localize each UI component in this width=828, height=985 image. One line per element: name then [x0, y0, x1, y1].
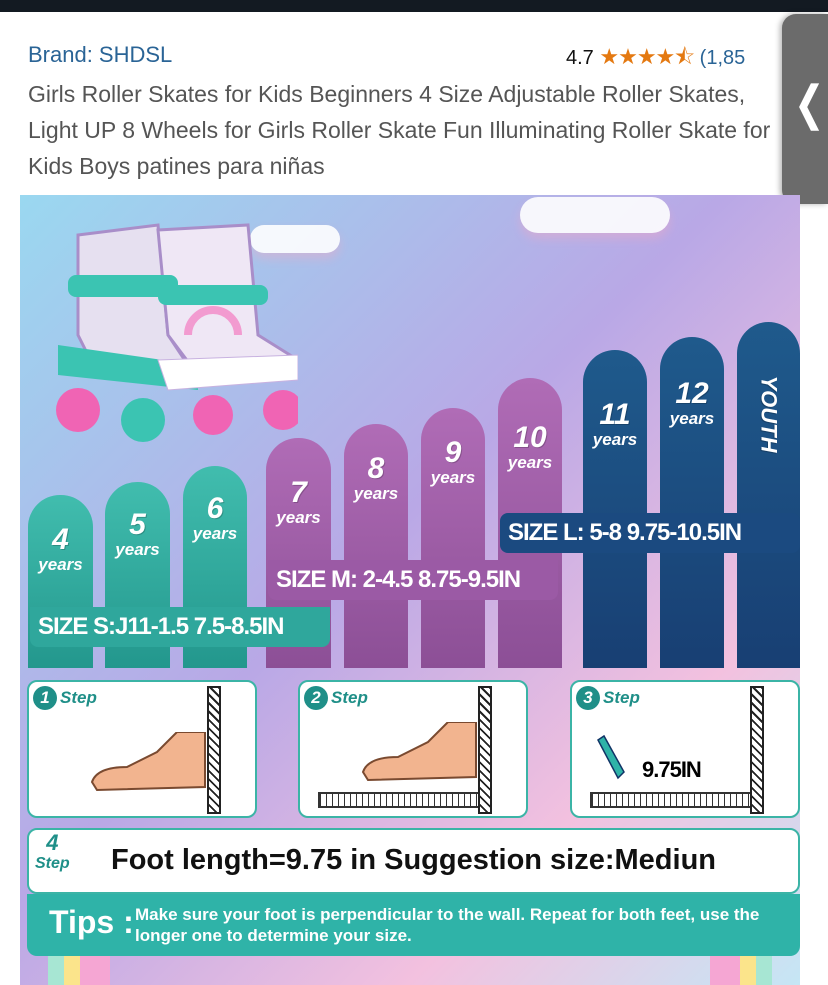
product-image[interactable]: 4 years 5 years 6 years 7 years 8 years 9 year…: [20, 195, 800, 985]
step-text: Step: [60, 688, 97, 707]
step-number: 2: [304, 686, 328, 710]
cloud-decoration: [250, 225, 340, 253]
side-panel-tab[interactable]: ❬: [782, 14, 828, 204]
status-bar: [0, 0, 828, 12]
product-title: Girls Roller Skates for Kids Beginners 4…: [28, 81, 771, 179]
step-4-panel: 4 Step Foot length=9.75 in Suggestion siz…: [27, 828, 800, 894]
step-number: 1: [33, 686, 57, 710]
step-2-panel: 2 Step: [298, 680, 528, 818]
rating-count[interactable]: (1,85: [699, 47, 746, 69]
age-bar-11: 11 years: [583, 350, 647, 668]
tips-panel: Tips : Make sure your foot is perpendicu…: [27, 894, 800, 956]
step-4-label: 4 Step: [35, 832, 70, 873]
age-bar-12: 12 years: [660, 337, 724, 668]
star-rating-icon: ★★★★⯪: [599, 44, 695, 69]
size-s-label: SIZE S:J11-1.5 7.5-8.5IN: [30, 607, 330, 647]
age-bar-9: 9 years: [421, 408, 485, 668]
step-3-label: 3 Step: [576, 686, 640, 710]
step-text: Step: [331, 688, 368, 707]
step-number: 3: [576, 686, 600, 710]
ruler-icon: [590, 792, 762, 808]
chevron-left-icon: ❬: [790, 77, 828, 129]
wall-icon: [478, 686, 492, 814]
cloud-decoration: [520, 197, 670, 233]
tips-text: Make sure your foot is perpendicular to …: [135, 905, 760, 945]
roller-skate-image: [56, 223, 298, 442]
age-bar-youth: YOUTH: [737, 322, 800, 668]
measurement-value: 9.75IN: [642, 757, 702, 782]
age-bar-8: 8 years: [344, 424, 408, 668]
step-text: Step: [35, 855, 70, 872]
wall-icon: [750, 686, 764, 814]
step-text: Step: [603, 688, 640, 707]
rating-value: 4.7: [566, 47, 594, 69]
size-m-label: SIZE M: 2-4.5 8.75-9.5IN: [268, 560, 558, 600]
brand-link[interactable]: Brand: SHDSL: [28, 42, 173, 67]
step-1-panel: 1 Step: [27, 680, 257, 818]
ruler-icon: [318, 792, 490, 808]
step-1-label: 1 Step: [33, 686, 97, 710]
step-3-panel: 3 Step 9.75IN: [570, 680, 800, 818]
tips-label: Tips :: [49, 904, 134, 940]
foot-icon: [90, 732, 206, 792]
size-suggestion: Foot length=9.75 in Suggestion size:Medi…: [111, 844, 717, 876]
step-2-label: 2 Step: [304, 686, 368, 710]
step-number: 4: [46, 830, 59, 855]
pencil-icon: [597, 734, 625, 780]
wall-icon: [207, 686, 221, 814]
size-l-label: SIZE L: 5-8 9.75-10.5IN: [500, 513, 800, 553]
foot-icon: [361, 722, 477, 782]
rating[interactable]: 4.7 ★★★★⯪ (1,85: [566, 40, 745, 78]
